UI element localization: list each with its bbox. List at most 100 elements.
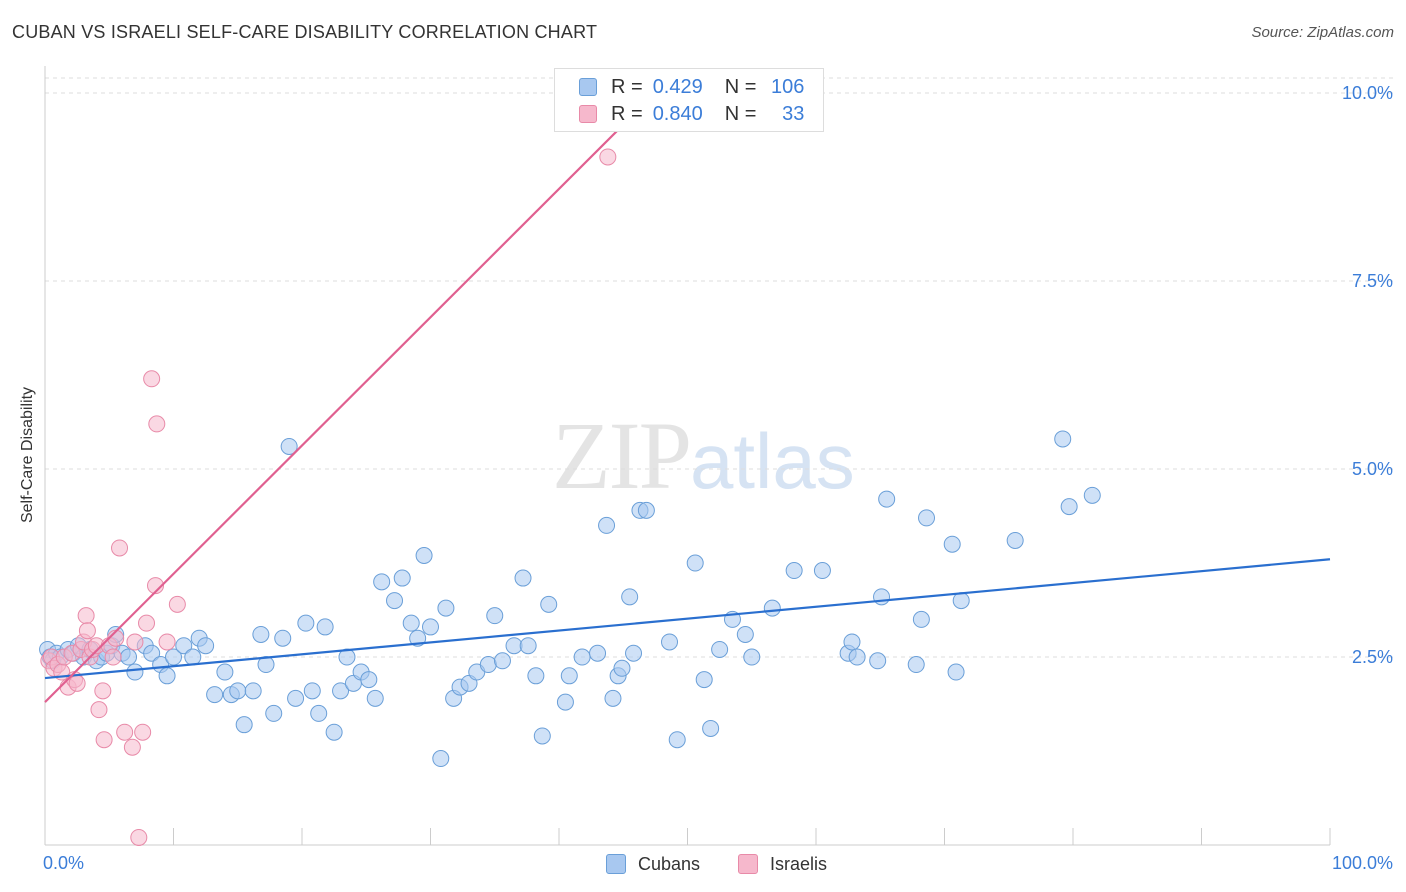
cubans-point (287, 689, 305, 707)
cubans-point (325, 723, 343, 741)
cubans-point (1060, 498, 1078, 516)
cubans-point (813, 562, 831, 580)
cubans-point (158, 667, 176, 685)
n-label: N = (724, 75, 757, 98)
cubans-point (947, 663, 965, 681)
cubans-point (533, 727, 551, 745)
cubans-point (1083, 486, 1101, 504)
cubans-point (686, 554, 704, 572)
cubans-point (598, 516, 616, 534)
cubans-point (514, 569, 532, 587)
cubans-point (126, 663, 144, 681)
watermark-zip: ZIP (552, 402, 692, 509)
cubans-point (316, 618, 334, 636)
cubans-point (869, 652, 887, 670)
cubans-point (785, 562, 803, 580)
chart-title: CUBAN VS ISRAELI SELF-CARE DISABILITY CO… (12, 22, 598, 42)
cubans-point (206, 686, 224, 704)
cubans-point (184, 648, 202, 666)
cubans-point (386, 592, 404, 610)
cubans-point (918, 509, 936, 527)
cubans-point (621, 588, 639, 606)
cubans-point (743, 648, 761, 666)
israelis-swatch (738, 854, 758, 874)
israelis-point (130, 828, 148, 846)
cubans-point (229, 682, 247, 700)
cubans-point (613, 659, 631, 677)
cubans-trend-line (44, 558, 1331, 680)
cubans-point (143, 644, 161, 662)
cubans-point (437, 599, 455, 617)
legend-item-israelis: Israelis (738, 852, 827, 876)
cubans-point (252, 625, 270, 643)
correlation-legend: R = 0.429 N = 106 R = 0.840 N = 33 (554, 68, 824, 132)
cubans-point (244, 682, 262, 700)
y-tick-label: 10.0% (1342, 83, 1393, 103)
israelis-point (77, 607, 95, 625)
cubans-point (479, 656, 497, 674)
cubans-point (265, 704, 283, 722)
x-tick-label: 0.0% (43, 853, 84, 873)
israelis-point (104, 648, 122, 666)
cubans-point (912, 610, 930, 628)
israelis-swatch (579, 105, 597, 123)
israelis-point (90, 701, 108, 719)
cubans-point (560, 667, 578, 685)
cubans-point (848, 648, 866, 666)
cubans-point (519, 637, 537, 655)
legend-label-cubans: Cubans (638, 853, 701, 874)
cubans-point (402, 614, 420, 632)
cubans-point (573, 648, 591, 666)
cubans-point (393, 569, 411, 587)
cubans-point (540, 595, 558, 613)
israelis-point (94, 682, 112, 700)
cubans-point (274, 629, 292, 647)
israelis-point (168, 595, 186, 613)
cubans-point (873, 588, 891, 606)
israelis-point (143, 370, 161, 388)
cubans-point (235, 716, 253, 734)
cubans-point (505, 637, 523, 655)
watermark: ZIPatlas (552, 400, 855, 511)
cubans-point (1006, 531, 1024, 549)
cubans-point (366, 689, 384, 707)
cubans-point (303, 682, 321, 700)
y-tick-label: 5.0% (1352, 459, 1393, 479)
cubans-point (604, 689, 622, 707)
cubans-swatch (579, 78, 597, 96)
israelis-point (134, 723, 152, 741)
cubans-point (589, 644, 607, 662)
cubans-point (943, 535, 961, 553)
cubans-point (702, 719, 720, 737)
cubans-point (625, 644, 643, 662)
cubans-point (556, 693, 574, 711)
cubans-point (486, 607, 504, 625)
israelis-point (599, 148, 617, 166)
source-label: Source: ZipAtlas.com (1251, 24, 1394, 41)
israelis-point (148, 415, 166, 433)
cubans-point (120, 648, 138, 666)
cubans-point (661, 633, 679, 651)
israelis-point (95, 731, 113, 749)
r-value: 0.429 (652, 75, 703, 98)
cubans-point (197, 637, 215, 655)
cubans-point (297, 614, 315, 632)
cubans-point (527, 667, 545, 685)
n-label: N = (724, 102, 757, 125)
israelis-point (68, 674, 86, 692)
israelis-point (116, 723, 134, 741)
cubans-point (373, 573, 391, 591)
r-label: R = (611, 102, 643, 125)
n-value: 106 (771, 75, 805, 98)
cubans-point (165, 648, 182, 666)
israelis-point (111, 539, 129, 557)
cubans-point (763, 599, 781, 617)
israelis-point (78, 622, 96, 640)
cubans-point (843, 633, 861, 651)
cubans-point (360, 671, 378, 689)
cubans-point (878, 490, 896, 508)
cubans-point (736, 625, 754, 643)
israelis-point (158, 633, 176, 651)
israelis-point (147, 577, 165, 595)
watermark-atlas: atlas (690, 417, 855, 505)
